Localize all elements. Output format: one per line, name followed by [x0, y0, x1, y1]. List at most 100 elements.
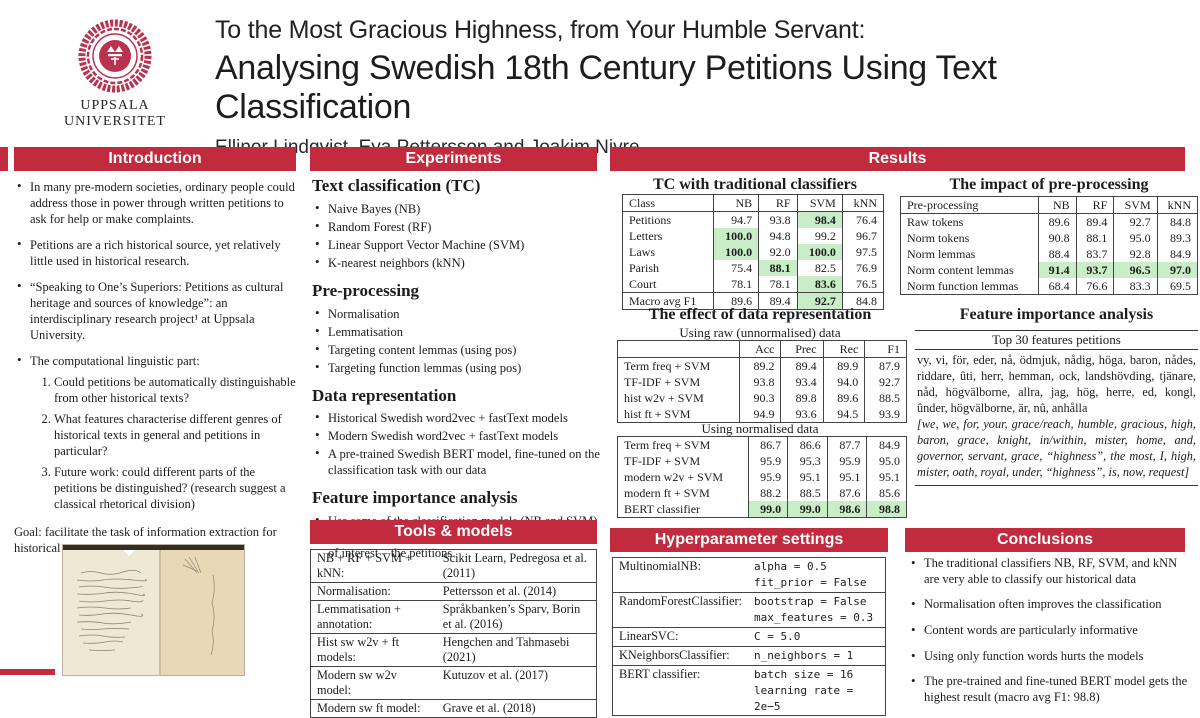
table-cell: 76.6	[1075, 278, 1114, 295]
table-cell: 93.9	[864, 406, 907, 423]
table-cell: Norm content lemmas	[907, 262, 1014, 277]
table-cell: n_neighbors = 1	[747, 645, 886, 666]
preproc-table-caption: The impact of pre-processing	[949, 176, 1149, 193]
table-cell: 84.9	[866, 436, 907, 453]
table-cell: 90.3	[738, 390, 781, 406]
list-item: Could petitions be automatically disting…	[54, 374, 298, 406]
table-cell: 88.5	[864, 390, 907, 406]
table-cell: Modern sw ft model:	[310, 699, 437, 718]
table-row: Modern sw w2v model: Kutuzov et al. (2017…	[310, 666, 597, 700]
table-cell: 99.0	[747, 501, 788, 518]
list-item: The traditional classifiers NB, RF, SVM,…	[911, 555, 1190, 587]
preprocessing-list: NormalisationLemmatisationTargeting cont…	[312, 305, 600, 376]
list-item: “Speaking to One’s Superiors: Petitions …	[17, 278, 298, 343]
table-row: Norm function lemmas 68.4 76.6 83.3 69.5	[901, 278, 1198, 295]
table-cell: 94.8	[758, 228, 798, 244]
table-cell: Court	[629, 276, 657, 291]
list-item: Targeting content lemmas (using pos)	[315, 341, 600, 358]
table-cell: 84.8	[1156, 213, 1198, 230]
conclusions-body: The traditional classifiers NB, RF, SVM,…	[908, 555, 1190, 715]
table-cell: 95.1	[787, 469, 828, 485]
table-cell: 97.0	[1156, 262, 1198, 278]
table-cell: 88.4	[1037, 246, 1077, 262]
table-cell: 89.9	[822, 357, 865, 374]
table-header-cell: Prec	[780, 340, 824, 358]
table-cell: 94.5	[822, 406, 865, 423]
table-cell: 86.6	[787, 436, 828, 453]
table-cell: 87.6	[826, 485, 867, 501]
experiments-body: Text classification (TC) Naive Bayes (NB…	[312, 175, 600, 563]
table-cell: C = 5.0	[747, 626, 886, 647]
table-cell: Pettersson et al. (2014)	[436, 582, 597, 601]
table-cell: 89.4	[780, 357, 824, 374]
list-item: Petitions are a rich historical source, …	[17, 236, 298, 269]
table-cell: 98.4	[796, 211, 843, 228]
table-cell: Letters	[629, 228, 663, 243]
table-cell: 85.6	[866, 485, 907, 501]
table-cell: 89.3	[1156, 230, 1198, 246]
table-cell: 94.7	[712, 211, 759, 228]
table-cell: 97.5	[841, 244, 884, 260]
table-row: LinearSVC: C = 5.0	[612, 626, 886, 647]
table-cell: MultinomialNB:	[619, 559, 701, 573]
table-cell: 100.0	[712, 228, 759, 244]
table-cell: modern w2v + SVM	[624, 469, 724, 484]
section-header-tools: Tools & models	[310, 520, 597, 544]
table-cell: 75.4	[712, 260, 759, 276]
table-cell: 89.2	[738, 357, 781, 374]
table-cell: 87.7	[826, 436, 867, 453]
list-item: Future work: could different parts of th…	[54, 464, 298, 512]
subsection-heading: Text classification (TC)	[312, 176, 481, 195]
section-header-results: Results	[610, 147, 1185, 171]
table-cell: 83.7	[1075, 246, 1114, 262]
feature-importance-box: Top 30 features petitions vy, vi, för, e…	[915, 330, 1198, 486]
table-cell: 78.1	[758, 276, 798, 293]
table-cell: alpha = 0.5 fit_prior = False	[748, 558, 886, 593]
list-item: Using only function words hurts the mode…	[911, 648, 1190, 665]
table-cell: Norm tokens	[907, 230, 970, 245]
table-cell: bootstrap = False max_features = 0.3	[747, 591, 886, 628]
table-cell: 84.8	[841, 292, 884, 310]
section-header-hyperparams: Hyperparameter settings	[610, 528, 888, 552]
table-header-cell: SVM	[1113, 196, 1158, 214]
table-header-cell: NB	[712, 194, 759, 212]
petition-manuscript-image	[63, 545, 244, 675]
list-item: What features characterise different gen…	[54, 411, 298, 459]
table-cell: 95.1	[826, 469, 867, 485]
table-row: Parish 75.4 88.1 82.5 76.9	[623, 260, 884, 276]
table-row: KNeighborsClassifier: n_neighbors = 1	[612, 645, 886, 666]
table-header-cell: RF	[1075, 196, 1114, 214]
table-row: RandomForestClassifier: bootstrap = False…	[612, 591, 886, 628]
table-row: Court 78.1 78.1 83.6 76.5	[623, 276, 884, 293]
table-row: Raw tokens 89.6 89.4 92.7 84.8	[901, 213, 1198, 230]
table-row: Term freq + SVM 86.7 86.6 87.7 84.9	[618, 436, 907, 453]
table-cell: 89.4	[1075, 213, 1114, 230]
table-cell: Lemmatisation + annotation:	[310, 600, 437, 634]
table-cell: 76.5	[841, 276, 884, 293]
data-representation-list: Historical Swedish word2vec + fastText m…	[312, 409, 600, 478]
code-line: C = 5.0	[753, 629, 801, 643]
table-cell: hist w2v + SVM	[624, 390, 704, 405]
section-header-introduction: Introduction	[14, 147, 296, 171]
table-row: hist ft + SVM 94.9 93.6 94.5 93.9	[618, 406, 907, 423]
list-item: Lemmatisation	[315, 323, 600, 340]
table-cell: 100.0	[712, 244, 759, 260]
norm-data-subcaption: Using normalised data	[701, 421, 819, 436]
table-row: Term freq + SVM 89.2 89.4 89.9 87.9	[618, 357, 907, 374]
subsection-heading: Data representation	[312, 385, 457, 405]
table-header-cell: SVM	[796, 194, 843, 212]
table-cell: 84.9	[1156, 246, 1198, 262]
table-cell: 95.0	[866, 453, 907, 469]
table-cell: 95.9	[826, 453, 867, 469]
table-row: TF-IDF + SVM 93.8 93.4 94.0 92.7	[618, 374, 907, 390]
table-cell: 96.5	[1113, 262, 1158, 278]
table-row: Macro avg F1 89.6 89.4 92.7 84.8	[622, 292, 884, 310]
table-row: Norm tokens 90.8 88.1 95.0 89.3	[901, 230, 1198, 246]
table-cell: 100.0	[796, 244, 843, 260]
table-cell: 99.2	[796, 228, 843, 244]
list-item: A pre-trained Swedish BERT model, fine-t…	[315, 445, 600, 478]
table-cell: 95.0	[1113, 230, 1158, 246]
list-item: The pre-trained and fine-tuned BERT mode…	[911, 673, 1190, 705]
code-line: max_features = 0.3	[753, 610, 874, 624]
handwriting-detail	[76, 550, 215, 675]
